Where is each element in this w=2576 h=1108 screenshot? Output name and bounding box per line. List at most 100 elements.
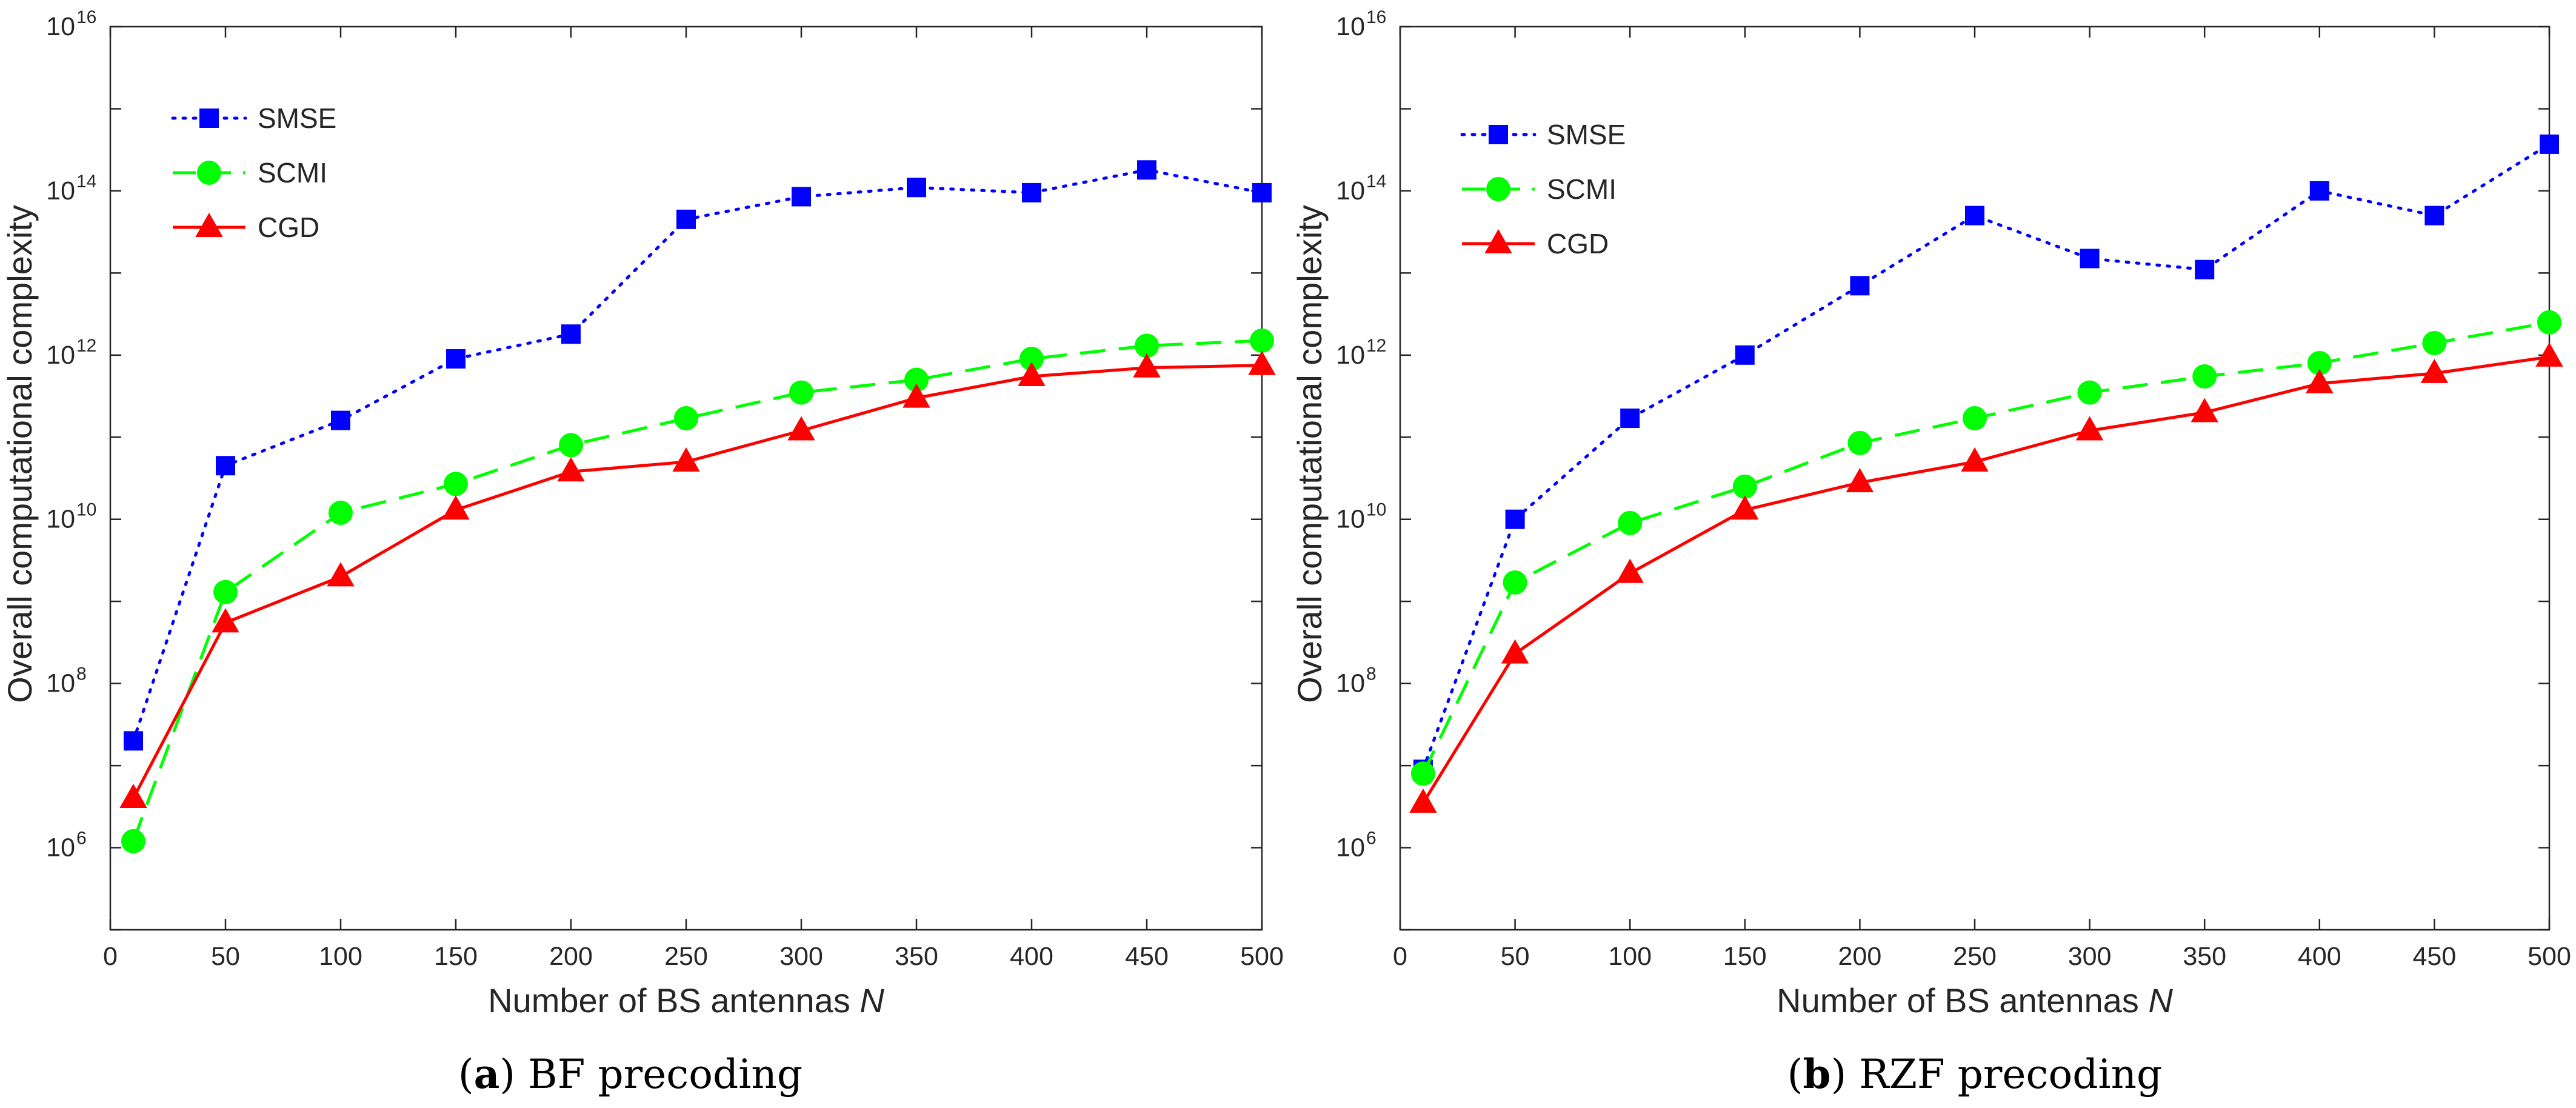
data-point-smse	[446, 349, 465, 369]
x-tick-label: 50	[1501, 942, 1530, 971]
data-point-smse	[1735, 345, 1755, 365]
data-point-cgd	[1018, 361, 1046, 386]
data-point-cgd	[903, 383, 930, 408]
x-tick-label: 400	[1010, 942, 1053, 971]
legend-label-smse: SMSE	[1547, 119, 1626, 150]
y-tick-exponent: 12	[1366, 336, 1386, 356]
plot-frame	[109, 25, 1263, 931]
x-tick-label: 50	[211, 942, 240, 971]
y-tick-exponent: 6	[1366, 829, 1376, 849]
series-line-smse	[1421, 142, 2551, 771]
data-point-scmi	[444, 472, 468, 496]
figure-caption: (a) BF precoding	[458, 1050, 802, 1098]
data-point-smse	[331, 410, 350, 430]
data-point-cgd	[1248, 350, 1276, 375]
data-point-cgd	[787, 416, 815, 441]
data-point-smse	[2195, 259, 2215, 279]
x-tick-label: 350	[895, 942, 938, 971]
data-point-scmi	[1732, 474, 1757, 499]
data-point-smse	[907, 178, 926, 198]
x-tick-label: 200	[1838, 942, 1882, 971]
data-point-cgd	[1409, 788, 1437, 813]
y-axis-label: Overall computational complexity	[1290, 205, 1329, 703]
y-tick-label: 10	[46, 833, 75, 863]
data-point-smse	[1850, 276, 1870, 296]
plot-frame	[1399, 25, 2551, 931]
data-point-cgd	[2420, 358, 2449, 383]
legend-label-scmi: SCMI	[1547, 173, 1617, 205]
legend-label-smse: SMSE	[258, 102, 336, 134]
data-point-smse	[124, 731, 143, 751]
data-point-smse	[2540, 134, 2559, 154]
y-tick-label: 10	[1336, 341, 1365, 370]
data-point-smse	[1965, 205, 1984, 225]
data-point-cgd	[327, 562, 355, 587]
legend-label-scmi: SCMI	[258, 157, 327, 189]
y-tick-label: 10	[1336, 669, 1365, 698]
data-point-smse	[1252, 182, 1272, 202]
data-point-scmi	[2537, 310, 2561, 335]
x-tick-label: 150	[1723, 942, 1767, 971]
data-point-smse	[676, 209, 696, 229]
data-point-cgd	[1731, 495, 1759, 520]
data-point-scmi	[329, 501, 353, 526]
data-point-smse	[792, 187, 811, 207]
legend-marker-scmi	[197, 161, 221, 185]
legend-label-cgd: CGD	[1547, 228, 1609, 259]
y-tick-label: 10	[1336, 833, 1365, 863]
y-tick-exponent: 10	[1366, 500, 1386, 520]
data-point-scmi	[1250, 328, 1274, 353]
data-point-cgd	[119, 783, 147, 808]
data-point-cgd	[1501, 639, 1529, 664]
y-tick-exponent: 16	[1366, 7, 1386, 27]
legend-label-cgd: CGD	[258, 212, 319, 243]
data-point-scmi	[674, 406, 698, 431]
data-point-scmi	[1847, 430, 1872, 455]
series-line-scmi	[132, 339, 1263, 842]
x-tick-label: 200	[549, 942, 593, 971]
data-point-smse	[561, 324, 581, 344]
y-tick-exponent: 12	[76, 336, 96, 356]
x-axis-label: Number of BS antennas N	[488, 981, 884, 1020]
data-point-scmi	[1963, 406, 1987, 431]
x-tick-label: 400	[2298, 942, 2341, 971]
legend-marker-smse	[199, 108, 219, 128]
x-tick-label: 500	[1240, 942, 1284, 971]
y-tick-label: 10	[1336, 12, 1365, 41]
legend-marker-cgd	[1484, 229, 1512, 253]
data-point-cgd	[2191, 398, 2218, 422]
legend-marker-smse	[1489, 125, 1508, 144]
y-tick-label: 10	[1336, 176, 1365, 205]
legend: SMSE SCMI CGD	[1460, 119, 1626, 259]
data-point-smse	[1022, 182, 1041, 202]
data-point-scmi	[1618, 510, 1643, 535]
y-tick-exponent: 6	[76, 829, 87, 849]
data-point-smse	[2309, 181, 2329, 201]
data-point-cgd	[1133, 353, 1161, 378]
y-tick-exponent: 16	[76, 7, 96, 27]
y-tick-label: 10	[46, 12, 75, 41]
data-point-cgd	[442, 495, 470, 520]
data-point-cgd	[1961, 447, 1989, 472]
data-point-scmi	[121, 829, 145, 853]
y-tick-label: 10	[46, 341, 75, 370]
y-tick-exponent: 10	[76, 500, 96, 520]
series-scmi	[1410, 310, 2561, 786]
data-point-cgd	[212, 608, 239, 633]
data-point-cgd	[557, 457, 585, 482]
y-tick-label: 10	[46, 669, 75, 698]
series-smse	[124, 160, 1272, 751]
x-tick-label: 100	[1608, 942, 1652, 971]
y-tick-exponent: 14	[1366, 172, 1386, 192]
data-point-smse	[1505, 509, 1525, 529]
series-cgd	[119, 350, 1276, 808]
x-axis-label: Number of BS antennas N	[1777, 981, 2173, 1020]
legend-marker-cgd	[195, 212, 223, 237]
data-point-cgd	[2535, 342, 2563, 367]
x-tick-label: 100	[319, 942, 362, 971]
data-point-cgd	[1846, 468, 1874, 493]
x-tick-label: 250	[1953, 942, 1997, 971]
x-tick-label: 450	[1125, 942, 1169, 971]
